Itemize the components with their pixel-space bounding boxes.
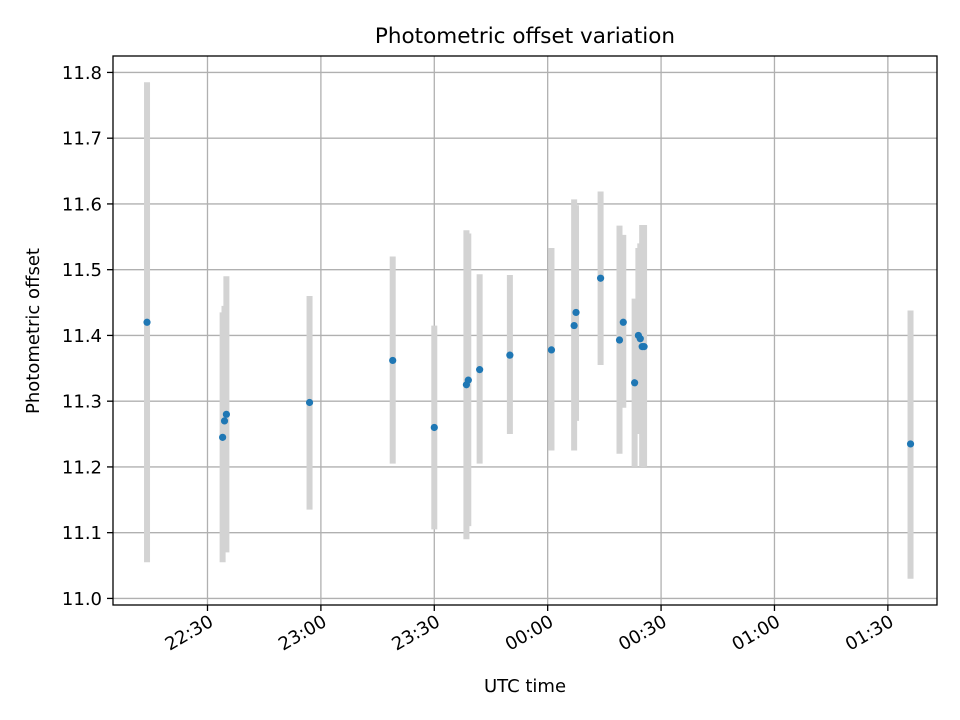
data-point	[219, 434, 226, 441]
data-point	[631, 379, 638, 386]
data-point	[640, 343, 647, 350]
data-point	[548, 346, 555, 353]
data-point	[637, 335, 644, 342]
data-point	[907, 440, 914, 447]
data-point	[506, 352, 513, 359]
data-point	[620, 319, 627, 326]
data-point	[597, 275, 604, 282]
data-point	[221, 417, 228, 424]
y-tick-label: 11.7	[62, 129, 102, 150]
data-point	[223, 411, 230, 418]
data-point	[306, 399, 313, 406]
y-tick-label: 11.8	[62, 63, 102, 84]
y-tick-label: 11.1	[62, 523, 102, 544]
data-point	[616, 336, 623, 343]
y-tick-label: 11.6	[62, 194, 102, 215]
y-tick-label: 11.4	[62, 326, 102, 347]
chart-title: Photometric offset variation	[375, 24, 675, 49]
data-point	[465, 377, 472, 384]
x-axis-label: UTC time	[484, 676, 566, 697]
y-tick-label: 11.3	[62, 392, 102, 413]
y-tick-label: 11.0	[62, 589, 102, 610]
y-tick-label: 11.2	[62, 457, 102, 478]
data-point	[572, 309, 579, 316]
data-point	[571, 322, 578, 329]
data-point	[431, 424, 438, 431]
y-axis-label: Photometric offset	[23, 248, 44, 414]
data-point	[476, 366, 483, 373]
y-tick-label: 11.5	[62, 260, 102, 281]
data-point	[389, 357, 396, 364]
data-point	[143, 319, 150, 326]
